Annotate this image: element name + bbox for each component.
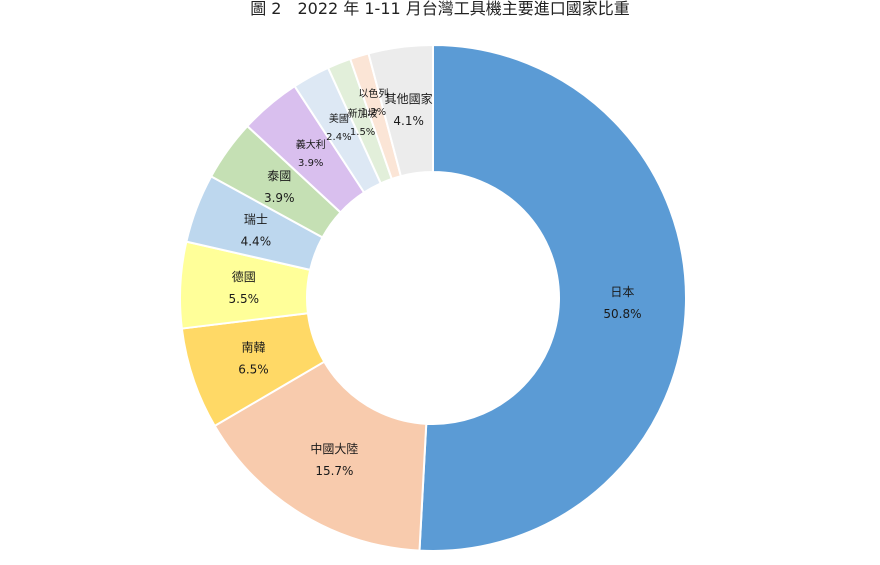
- slice-value-label: 5.5%: [229, 292, 260, 306]
- slice-value-label: 3.9%: [298, 158, 323, 169]
- slice-name-label: 以色列: [358, 87, 388, 100]
- slice-name-label: 其他國家: [385, 91, 433, 106]
- slice-value-label: 1.5%: [350, 127, 375, 138]
- slice-value-label: 50.8%: [603, 307, 641, 321]
- chart-title: 圖 2 2022 年 1-11 月台灣工具機主要進口國家比重: [250, 0, 630, 18]
- slices-group: [179, 43, 687, 552]
- slice-1: [213, 360, 428, 552]
- slice-value-label: 15.7%: [315, 464, 353, 478]
- slice-name-label: 新加坡: [348, 107, 378, 120]
- slice-name-label: 日本: [610, 285, 634, 299]
- slice-name-label: 德國: [232, 269, 256, 284]
- slice-name-label: 中國大陸: [310, 441, 358, 456]
- labels-group: 日本 50.8% 中國大陸 15.7% 南韓 6.5% 德國 5.5% 瑞士 4.4% 泰國 3.9%…: [229, 87, 642, 478]
- slice-name-label: 美國: [329, 112, 349, 125]
- slice-value-label: 4.1%: [393, 114, 424, 128]
- slice-name-label: 南韓: [241, 340, 265, 355]
- slice-0: [418, 43, 687, 552]
- slice-value-label: 6.5%: [238, 363, 269, 377]
- slice-name-label: 泰國: [267, 169, 291, 183]
- slice-name-label: 義大利: [296, 138, 326, 151]
- slice-value-label: 2.4%: [326, 132, 351, 143]
- slice-value-label: 3.9%: [264, 191, 295, 205]
- slice-value-label: 4.4%: [241, 235, 272, 249]
- slice-10: [367, 43, 434, 178]
- slice-name-label: 瑞士: [244, 213, 268, 227]
- slice-value-label: 1.2%: [361, 107, 386, 118]
